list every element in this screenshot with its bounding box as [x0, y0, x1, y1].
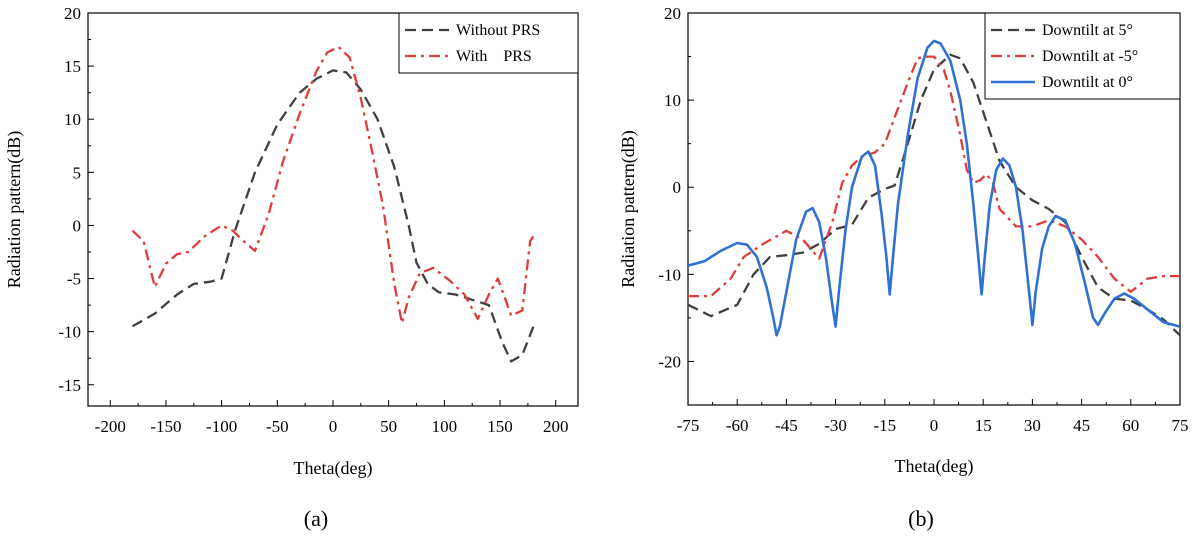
series-group: [131, 45, 535, 363]
x-tick-label: -200: [95, 417, 126, 436]
y-tick-label: -10: [58, 323, 81, 342]
x-tick-label: -30: [824, 416, 847, 435]
x-tick-label: 45: [1073, 416, 1090, 435]
legend-label-3: Downtilt at 0°: [1042, 74, 1133, 91]
panel-b-chart: -75 -60 -45 -30 -15 0 15 30 45 60 75 -20 -10 0 10 20 The…: [618, 4, 1189, 531]
y-tick-label: -10: [658, 265, 681, 284]
series-group: [688, 39, 1180, 337]
y-tick-label: -15: [58, 376, 81, 395]
x-tick-label: 50: [380, 417, 397, 436]
x-tick-label: -75: [677, 416, 700, 435]
y-tick-label: -5: [67, 270, 81, 289]
x-tick-label: -15: [873, 416, 896, 435]
x-axis-title: Theta(deg): [895, 456, 974, 477]
y-tick-label: 0: [73, 216, 82, 235]
series-line-3: [688, 39, 1180, 337]
x-axis-title: Theta(deg): [294, 458, 373, 479]
y-axis-title: Radiation pattern(dB): [618, 130, 639, 287]
x-tick-label: 75: [1172, 416, 1189, 435]
x-tick-label: -150: [150, 417, 181, 436]
y-tick-label: 10: [664, 91, 681, 110]
y-tick-label: 10: [64, 110, 81, 129]
x-tick-label: -60: [726, 416, 749, 435]
series-line-1: [688, 53, 1180, 337]
legend-box: [398, 12, 579, 74]
x-tick-label: 0: [930, 416, 939, 435]
x-tick-label: 200: [543, 417, 569, 436]
x-tick-label: 15: [975, 416, 992, 435]
panel-label: (b): [908, 506, 934, 531]
x-tick-label: -50: [266, 417, 289, 436]
legend-label-1: Without PRS: [456, 22, 540, 39]
x-tick-label: 30: [1024, 416, 1041, 435]
panel-a-chart: -200 -150 -100 -50 0 50 100 150 200-15-10-505101…: [4, 4, 579, 531]
x-tick-label: 60: [1122, 416, 1139, 435]
x-tick-label: 0: [329, 417, 338, 436]
y-tick-label: 5: [73, 163, 82, 182]
series-line-1: [131, 69, 535, 363]
y-tick-label: 0: [673, 178, 682, 197]
y-tick-label: 20: [664, 4, 681, 23]
legend-label-1: Downtilt at 5°: [1042, 22, 1133, 39]
x-tick-label: 150: [487, 417, 513, 436]
x-tick-label: -100: [206, 417, 237, 436]
panel-label: (a): [304, 506, 328, 531]
legend: Without PRS With PRS: [398, 12, 579, 74]
y-axis-title: Radiation pattern(dB): [4, 131, 25, 288]
legend-label-2: With PRS: [456, 48, 532, 65]
y-tick-label: 20: [64, 4, 81, 23]
x-tick-label: 100: [432, 417, 458, 436]
x-tick-label: -45: [775, 416, 798, 435]
legend: Downtilt at 5° Downtilt at -5° Downtilt at…: [984, 12, 1181, 100]
series-line-2: [131, 45, 535, 325]
legend-label-2: Downtilt at -5°: [1042, 48, 1138, 65]
y-tick-label: -20: [658, 352, 681, 371]
y-tick-label: 15: [64, 57, 81, 76]
series-line-2: [688, 55, 1180, 298]
